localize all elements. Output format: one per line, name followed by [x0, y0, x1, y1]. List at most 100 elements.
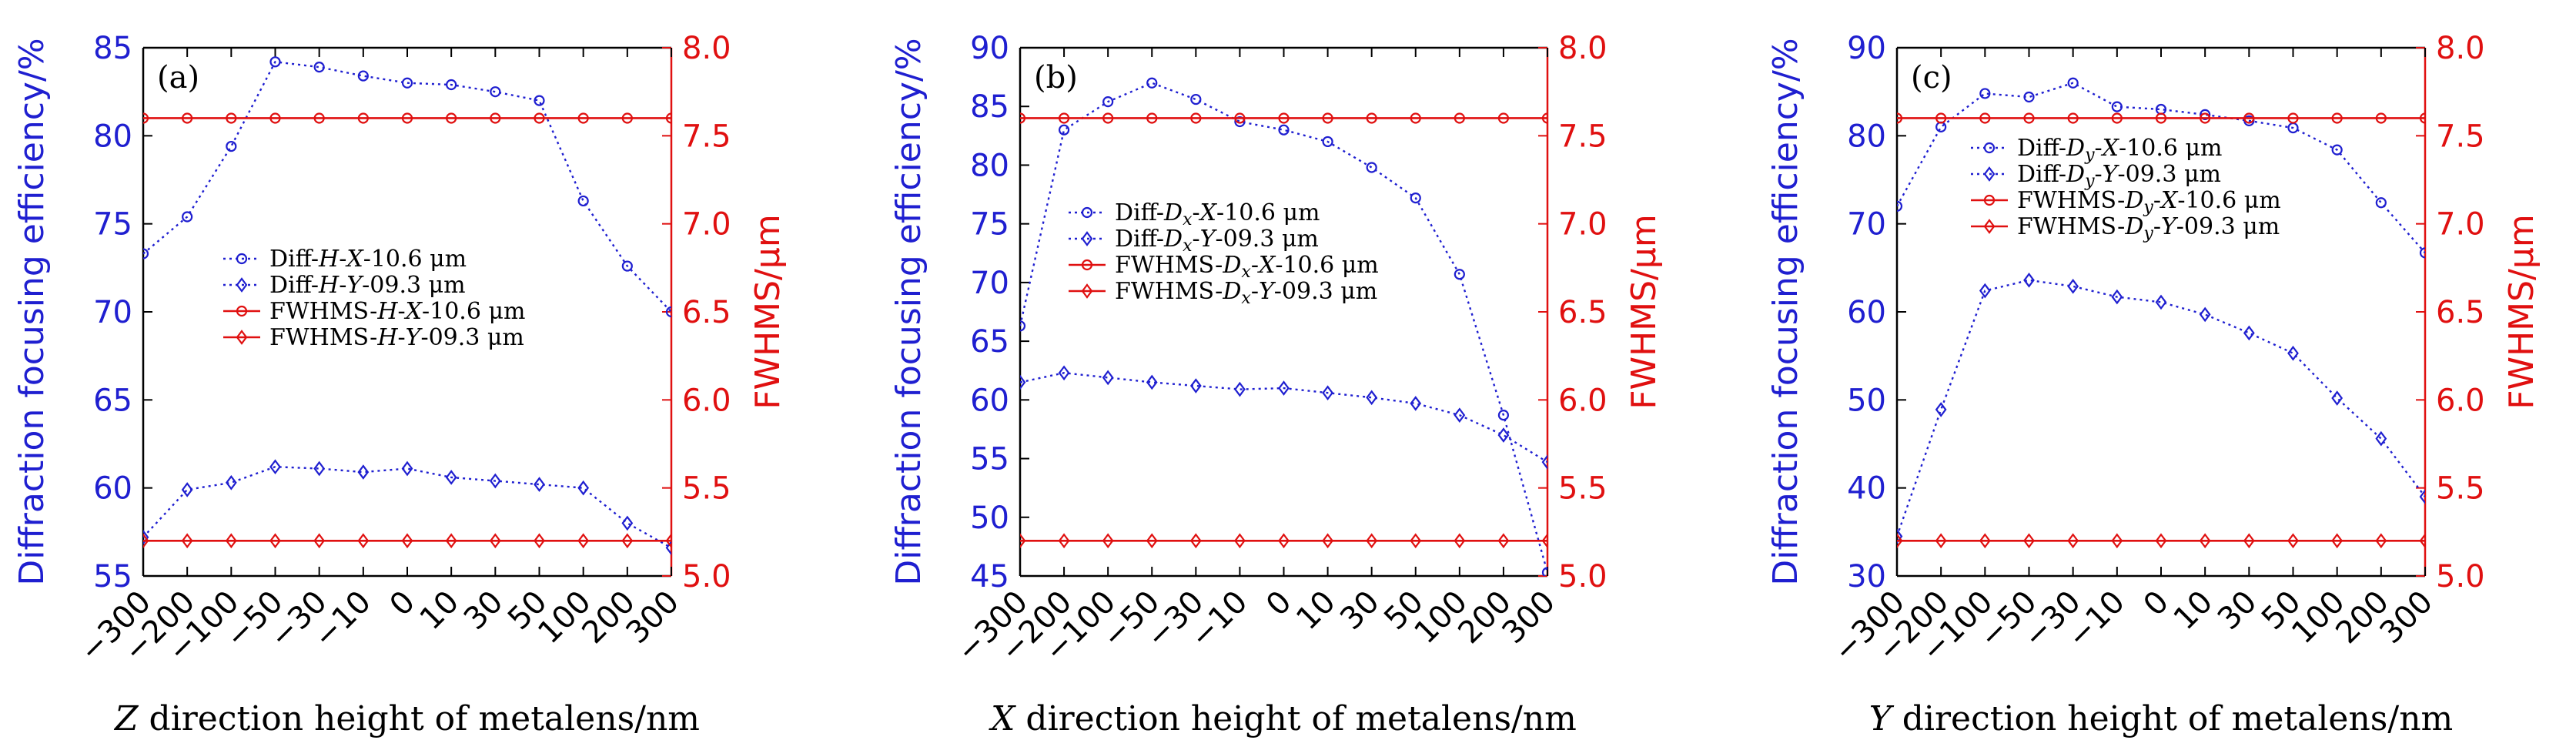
data-point — [1979, 283, 1991, 299]
data-point — [621, 533, 634, 549]
data-point — [1190, 93, 1202, 105]
x-tick-label: 300 — [620, 584, 687, 651]
y-right-tick-label: 7.5 — [2436, 119, 2485, 154]
data-point — [1020, 112, 1026, 124]
y-right-tick-label: 8.0 — [1558, 31, 1607, 66]
data-point — [143, 248, 149, 259]
data-point — [2067, 112, 2079, 124]
legend-label-part: Diff- — [2017, 161, 2066, 188]
data-point — [1322, 533, 1333, 549]
series-4 — [1897, 533, 2425, 549]
data-point — [313, 533, 326, 549]
legend-label-part: Diff- — [1115, 226, 1164, 253]
data-point — [357, 464, 370, 480]
data-point — [2155, 533, 2167, 549]
data-point — [2023, 533, 2035, 549]
series-line — [143, 61, 671, 313]
legend-label-part: y — [2084, 172, 2095, 191]
data-point — [1278, 380, 1290, 396]
data-point — [2419, 489, 2425, 504]
legend-label-part: -09.3 μm — [1215, 226, 1318, 253]
data-point — [1058, 365, 1070, 381]
data-point — [269, 112, 281, 124]
series-2 — [1897, 273, 2425, 544]
data-point — [2375, 430, 2387, 447]
legend-label-part: Diff- — [2017, 135, 2066, 162]
panel-tag: (a) — [157, 60, 199, 95]
data-point — [181, 482, 193, 497]
data-point — [2023, 273, 2035, 288]
legend-label-part: -09.3 μm — [2117, 161, 2220, 188]
x-tick-label: 0 — [383, 584, 423, 624]
data-point — [1234, 116, 1246, 128]
data-point — [269, 459, 281, 475]
data-point — [226, 112, 237, 124]
series-3 — [1020, 112, 1547, 124]
legend-label-part: H — [376, 298, 398, 325]
x-axis-label-variable: Y — [1869, 699, 1895, 738]
y-right-tick-label: 5.0 — [2436, 559, 2485, 594]
data-point — [490, 112, 501, 124]
legend-label-part: y — [2143, 198, 2153, 217]
y-left-tick-label: 55 — [970, 442, 1009, 477]
data-point — [1102, 112, 1114, 124]
data-point — [577, 112, 589, 124]
y-left-tick-label: 90 — [1847, 31, 1886, 66]
legend-label-part: H — [376, 324, 398, 351]
y-left-tick-label: 50 — [1847, 383, 1886, 418]
data-point — [1541, 454, 1547, 470]
legend-label-part: - — [1251, 252, 1259, 279]
legend-label-part: - — [1251, 278, 1259, 305]
legend-label-part: D — [2124, 187, 2143, 214]
legend-label-part: X — [1257, 252, 1276, 279]
series-line — [1897, 82, 2425, 254]
data-point — [1366, 533, 1378, 549]
data-point — [1322, 136, 1333, 148]
y-left-tick-label: 60 — [93, 471, 132, 507]
series-4 — [1020, 533, 1547, 549]
legend-label: Diff-H-Y-09.3 μm — [269, 272, 466, 299]
y-right-axis-label: FWHMS/μm — [1624, 214, 1664, 409]
data-point — [1935, 121, 1947, 132]
y-left-tick-label: 65 — [93, 383, 132, 418]
legend-label-part: X — [404, 298, 423, 325]
y-right-tick-label: 7.0 — [1558, 207, 1607, 243]
data-point — [1897, 200, 1903, 212]
x-axis-label-variable: X — [989, 699, 1016, 738]
data-point — [446, 112, 457, 124]
legend-label-part: D — [1222, 278, 1241, 305]
data-point — [1234, 112, 1246, 124]
data-point — [1410, 193, 1421, 204]
data-point — [401, 460, 413, 477]
data-point — [1497, 112, 1510, 124]
y-left-tick-label: 75 — [970, 207, 1009, 243]
data-point — [143, 533, 149, 549]
legend-marker — [236, 330, 248, 345]
legend-label-part: FWHMS- — [1115, 278, 1223, 305]
data-point — [2111, 289, 2123, 305]
data-point — [2199, 306, 2211, 323]
data-point — [2419, 112, 2425, 124]
legend-label-part: -10.6 μm — [1216, 199, 1320, 226]
data-point — [1497, 427, 1510, 443]
data-point — [1897, 112, 1903, 124]
legend-marker — [236, 277, 248, 293]
data-point — [401, 533, 413, 549]
legend-label-part: - — [2095, 161, 2103, 188]
y-right-tick-label: 6.5 — [682, 295, 731, 330]
y-right-tick-label: 7.0 — [2436, 207, 2485, 243]
legend-label-part: FWHMS- — [2017, 213, 2125, 240]
x-axis-label-text: direction height of metalens/nm — [1015, 699, 1576, 738]
data-point — [269, 56, 281, 68]
data-point — [2331, 533, 2343, 549]
legend-label-part: - — [1193, 226, 1200, 253]
legend-label-part: FWHMS- — [1115, 252, 1223, 279]
legend-label-part: D — [2066, 161, 2085, 188]
x-tick-label: 0 — [1260, 584, 1299, 624]
data-point — [2419, 533, 2425, 549]
y-left-tick-label: 70 — [970, 266, 1009, 301]
y-left-tick-label: 45 — [970, 559, 1009, 594]
data-point — [577, 533, 590, 549]
legend-label: Diff-Dx-Y-09.3 μm — [1115, 226, 1319, 256]
